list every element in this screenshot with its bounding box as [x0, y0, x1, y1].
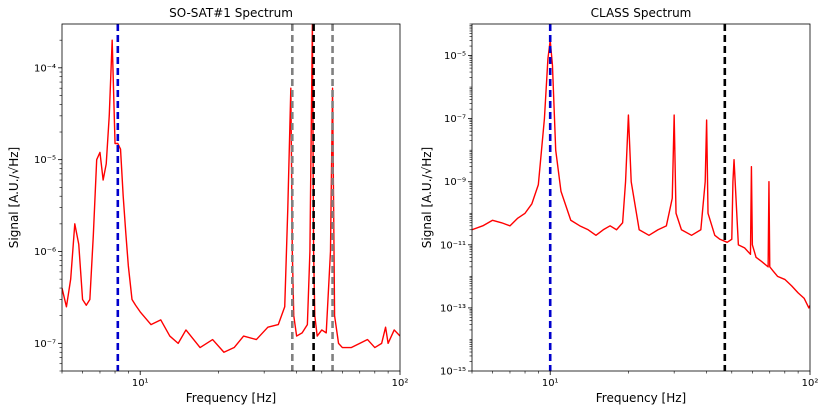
x-tick-label: 10² [802, 378, 819, 389]
x-tick-label: 10¹ [132, 378, 149, 389]
y-tick-label: 10⁻⁵ [444, 51, 466, 62]
y-tick-label: 10⁻⁶ [34, 247, 56, 258]
y-axis-label: Signal [A.U./√Hz] [420, 147, 434, 248]
y-tick-label: 10⁻¹¹ [440, 240, 466, 251]
x-axis-label: Frequency [Hz] [596, 391, 687, 405]
x-tick-label: 10² [392, 378, 409, 389]
y-tick-label: 10⁻⁷ [34, 339, 56, 350]
y-tick-label: 10⁻¹³ [440, 303, 466, 314]
plot-area [472, 24, 810, 371]
axes-frame [471, 23, 811, 372]
x-tick-label: 10¹ [542, 378, 559, 389]
chart-title: SO-SAT#1 Spectrum [169, 6, 293, 20]
y-tick-label: 10⁻⁷ [444, 114, 466, 125]
y-axis-label: Signal [A.U./√Hz] [7, 147, 21, 248]
chart-title: CLASS Spectrum [591, 6, 692, 20]
series-line-spectrum [62, 24, 400, 353]
y-tick-label: 10⁻⁵ [34, 155, 56, 166]
axis-ticks: 10¹ 10² 10⁻⁷ 10⁻⁶ 10⁻⁵ 10⁻⁴ [34, 39, 409, 389]
series-line-spectrum [472, 39, 810, 309]
plot-clip-group [62, 24, 400, 371]
y-tick-label: 10⁻¹⁵ [440, 367, 466, 378]
plot-area [62, 24, 400, 371]
chart-so-sat-spectrum: 10¹ 10² 10⁻⁷ 10⁻⁶ 10⁻⁵ 10⁻⁴ SO-SAT#1 Spectrum… [7, 6, 408, 405]
chart-class-spectrum: 10¹ 10² 10⁻¹⁵ 10⁻¹³ 10⁻¹¹ 10⁻⁹ 10⁻⁷ 10⁻⁵ CLASS … [420, 6, 818, 405]
plot-clip-group [472, 24, 810, 371]
x-axis-label: Frequency [Hz] [186, 391, 277, 405]
y-tick-label: 10⁻⁹ [444, 177, 466, 188]
y-tick-label: 10⁻⁴ [34, 63, 56, 74]
axes-frame [61, 23, 401, 372]
axis-ticks: 10¹ 10² 10⁻¹⁵ 10⁻¹³ 10⁻¹¹ 10⁻⁹ 10⁻⁷ 10⁻⁵ [440, 23, 819, 389]
